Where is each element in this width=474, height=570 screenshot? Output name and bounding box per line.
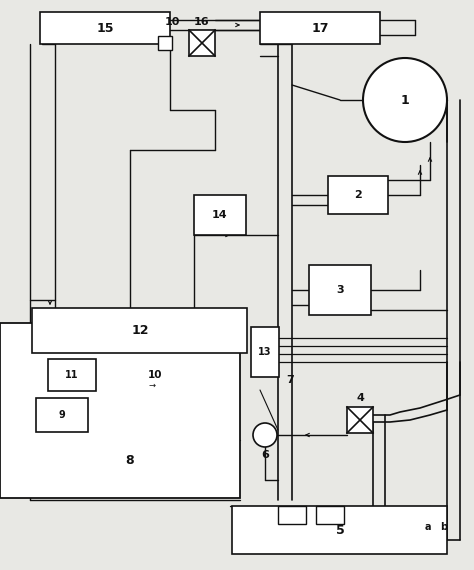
Text: 4: 4 xyxy=(356,393,364,403)
Text: 16: 16 xyxy=(194,17,210,27)
Text: 1: 1 xyxy=(401,93,410,107)
Text: 3: 3 xyxy=(336,285,344,295)
Text: $\rightarrow$: $\rightarrow$ xyxy=(147,381,157,389)
Bar xyxy=(194,195,246,235)
Text: 14: 14 xyxy=(212,210,228,220)
Text: 11: 11 xyxy=(65,370,79,380)
Bar xyxy=(40,12,170,44)
Bar xyxy=(278,506,306,524)
Bar xyxy=(48,359,96,391)
Text: 9: 9 xyxy=(59,410,65,420)
Bar xyxy=(251,327,279,377)
Text: b: b xyxy=(440,522,447,532)
Bar xyxy=(328,176,388,214)
Circle shape xyxy=(363,58,447,142)
Bar xyxy=(33,307,247,352)
Bar xyxy=(233,506,447,554)
Text: 2: 2 xyxy=(354,190,362,200)
Text: a: a xyxy=(425,522,431,532)
Text: 6: 6 xyxy=(261,450,269,460)
Text: 7: 7 xyxy=(286,375,294,385)
Bar xyxy=(347,407,373,433)
Text: 10: 10 xyxy=(164,17,180,27)
Text: 8: 8 xyxy=(126,454,134,466)
Bar xyxy=(316,506,344,524)
Text: 17: 17 xyxy=(311,22,329,35)
Text: 15: 15 xyxy=(96,22,114,35)
Bar xyxy=(36,398,88,432)
Bar xyxy=(158,36,172,50)
Bar xyxy=(260,12,380,44)
Bar xyxy=(309,265,371,315)
Circle shape xyxy=(253,423,277,447)
Text: 13: 13 xyxy=(258,347,272,357)
Bar xyxy=(189,30,215,56)
Bar xyxy=(0,323,240,498)
Text: 10: 10 xyxy=(148,370,162,380)
Text: 12: 12 xyxy=(131,324,149,336)
Text: 5: 5 xyxy=(336,523,345,536)
